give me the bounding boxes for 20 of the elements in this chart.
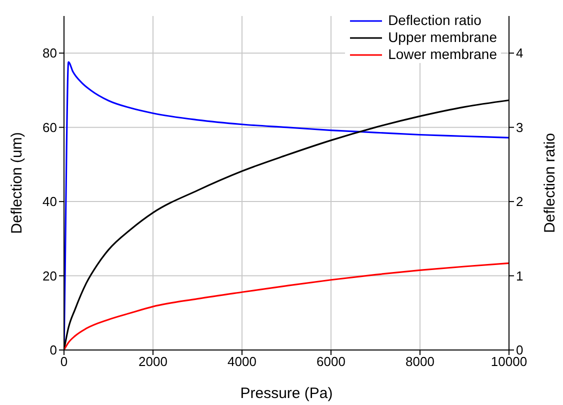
legend-label: Upper membrane	[388, 29, 497, 46]
x-axis-title: Pressure (Pa)	[240, 385, 333, 402]
y-tick-label: 0	[50, 342, 57, 358]
y2-tick-label: 2	[516, 194, 524, 210]
y-tick-label: 40	[42, 194, 57, 210]
y-axis-title: Deflection (um)	[8, 132, 26, 234]
x-tick-label: 8000	[406, 354, 434, 370]
legend-label: Lower membrane	[388, 46, 497, 63]
legend-label: Deflection ratio	[388, 12, 482, 29]
y2-tick-label: 4	[516, 46, 524, 61]
x-tick-label: 0	[60, 354, 68, 370]
y2-tick-label: 3	[516, 120, 524, 135]
x-tick-label: 4000	[228, 354, 256, 370]
x-tick-label: 2000	[138, 354, 168, 370]
x-tick-label: 6000	[316, 354, 346, 370]
y2-axis-title: Deflection ratio	[541, 132, 558, 234]
y-tick-label: 80	[42, 46, 57, 61]
y-tick-label: 60	[42, 120, 57, 135]
y-tick-label: 20	[42, 268, 57, 284]
y2-tick-label: 1	[516, 268, 524, 284]
